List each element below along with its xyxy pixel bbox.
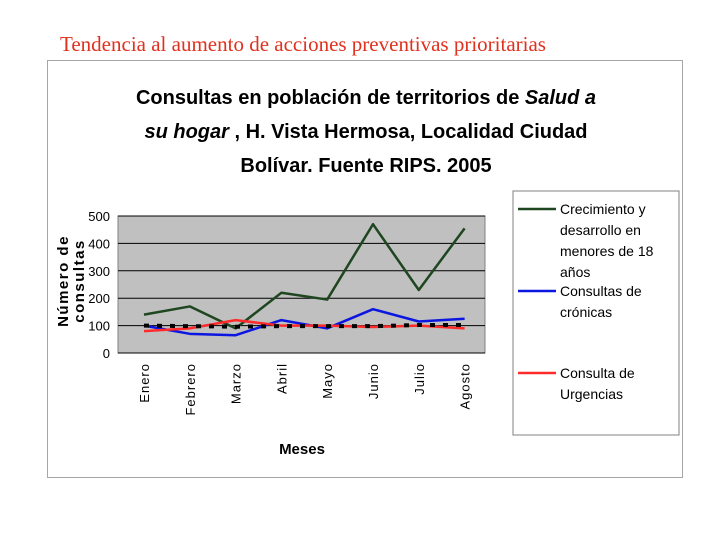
legend-label: crónicas [560, 304, 612, 320]
y-axis-label-line: consultas [71, 239, 88, 323]
legend-box [512, 190, 680, 436]
chart-title-line: Consultas en población de territorios de… [136, 87, 596, 109]
series-line-0 [143, 222, 466, 330]
x-tick-label: Junio [366, 363, 381, 399]
legend-label: menores de 18 [560, 243, 654, 259]
gridlines [118, 215, 485, 354]
chart-title-line: su hogar , H. Vista Hermosa, Localidad C… [144, 121, 587, 143]
legend-label: años [560, 264, 590, 280]
x-tick-label: Enero [137, 363, 152, 403]
y-tick-label: 0 [103, 346, 110, 361]
legend-label: Consultas de [560, 283, 642, 299]
y-axis-label-line: Número de [55, 235, 72, 327]
chart-title: Consultas en población de territorios de… [136, 87, 596, 177]
y-tick-labels: 0 100 200 300 400 500 [88, 209, 110, 361]
x-tick-label: Abril [274, 363, 289, 394]
y-tick-label: 200 [88, 291, 110, 306]
plot-area [117, 215, 486, 354]
x-tick-label: Febrero [183, 363, 198, 416]
x-tick-labels: Enero Febrero Marzo Abril Mayo Junio Julio Agos… [137, 363, 473, 416]
chart-title-segment: Salud a [525, 87, 596, 109]
chart-title-line: Bolívar. Fuente RIPS. 2005 [240, 155, 491, 177]
chart-title-segment: , H. Vista Hermosa, Localidad Ciudad [229, 121, 588, 143]
chart-title-segment: Consultas en población de territorios de [136, 87, 525, 109]
legend-label: desarrollo en [560, 222, 641, 238]
x-tick-label: Agosto [458, 363, 473, 409]
y-tick-label: 500 [88, 209, 110, 224]
y-tick-label: 400 [88, 236, 110, 251]
x-tick-label: Julio [412, 363, 427, 395]
y-tick-label: 300 [88, 264, 110, 279]
chart-title-segment: su hogar [144, 121, 230, 143]
legend: Crecimiento y desarrollo en menores de 18 a… [518, 201, 654, 402]
x-tick-label: Marzo [229, 363, 244, 404]
x-tick-label: Mayo [320, 363, 335, 399]
trendline [143, 323, 465, 329]
series-lines [143, 222, 466, 337]
chart-frame: Consultas en población de territorios de… [47, 60, 683, 478]
legend-label: Urgencias [560, 386, 623, 402]
legend-label: Crecimiento y [560, 201, 646, 217]
legend-label: Consulta de [560, 365, 635, 381]
chart-title-segment: Bolívar. Fuente RIPS. 2005 [240, 155, 491, 177]
y-tick-label: 100 [88, 319, 110, 334]
x-axis-label: Meses [279, 441, 325, 458]
slide-title: Tendencia al aumento de acciones prevent… [60, 32, 546, 56]
y-axis-label: Número de consultas [55, 235, 88, 327]
line-chart: Consultas en población de territorios de… [55, 87, 680, 458]
